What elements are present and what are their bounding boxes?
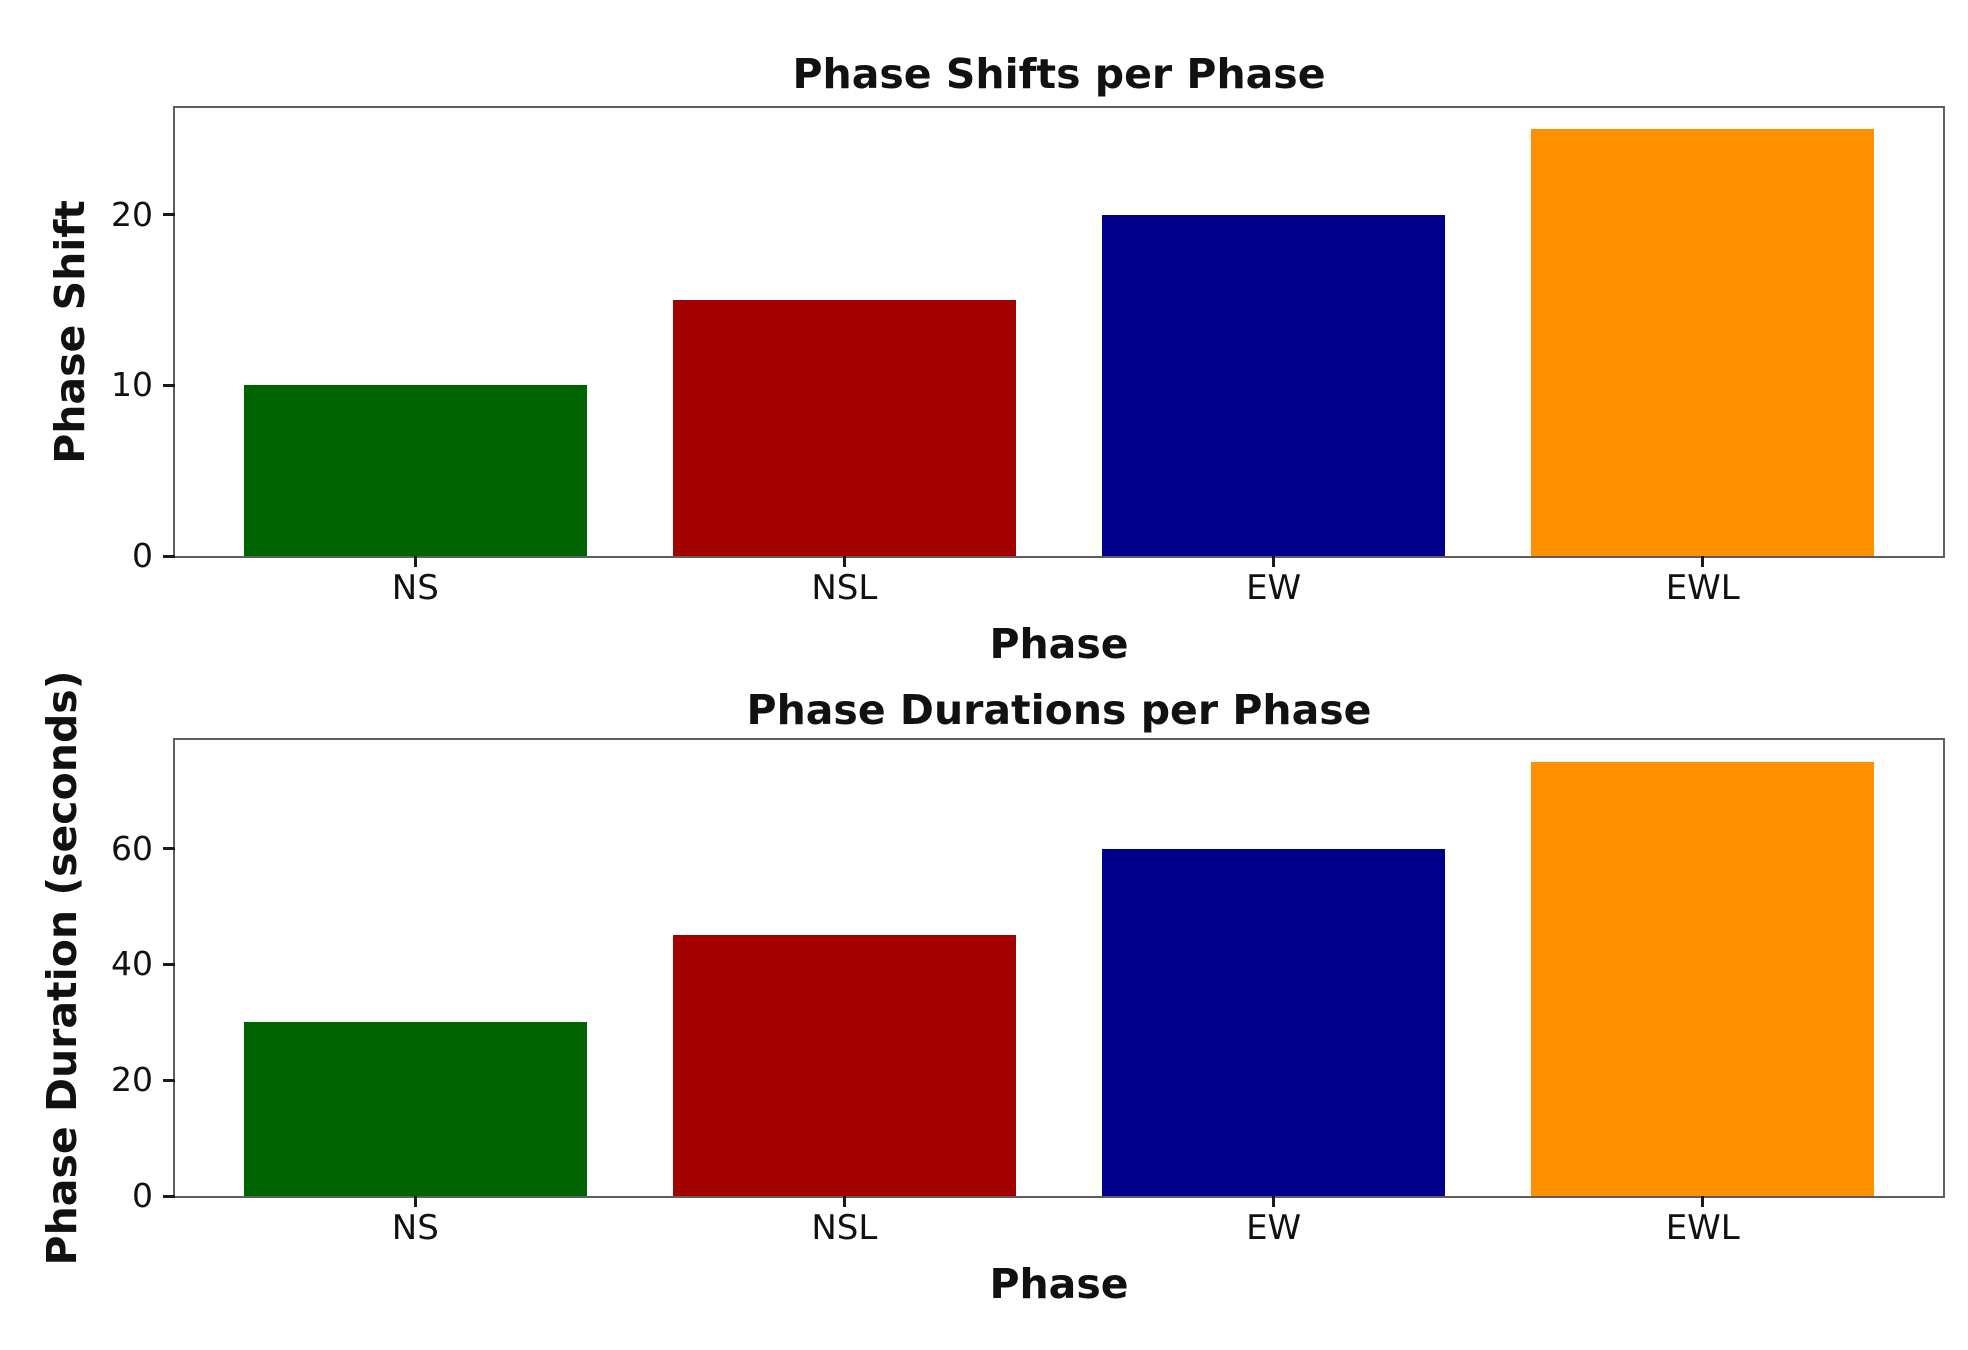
x-tick-mark <box>842 1196 846 1207</box>
x-tick-mark <box>842 556 846 567</box>
y-tick-mark <box>163 213 175 217</box>
bar-ewl <box>1531 129 1875 556</box>
bar-ew <box>1101 848 1446 1196</box>
y-tick-label: 20 <box>111 1060 153 1100</box>
y-tick-mark <box>163 383 175 387</box>
x-tick-label-ns: NS <box>391 1208 439 1248</box>
chart-title: Phase Durations per Phase <box>746 686 1372 734</box>
y-tick-mark <box>163 847 175 851</box>
y-tick-label: 0 <box>132 536 153 575</box>
plot-area: 0 20 40 60 NS NSL EW EWL <box>111 738 1945 1248</box>
x-tick-mark <box>1272 556 1276 567</box>
plot-area: 0 10 20 NS NSL EW EWL <box>111 106 1945 608</box>
y-tick-mark <box>163 962 175 966</box>
x-tick-label-nsl: NSL <box>811 1208 878 1248</box>
x-tick-mark <box>413 1196 417 1207</box>
chart-title: Phase Shifts per Phase <box>792 50 1326 98</box>
y-axis-label: Phase Duration (seconds) <box>38 670 86 1266</box>
x-tick-label-ns: NS <box>391 568 439 608</box>
bar-ewl <box>1531 761 1875 1196</box>
bar-nsl <box>672 935 1017 1196</box>
y-tick-label: 0 <box>132 1176 153 1215</box>
x-tick-mark <box>1701 1196 1705 1207</box>
y-tick-mark <box>163 554 175 558</box>
x-tick-mark <box>1701 556 1705 567</box>
x-tick-label-ew: EW <box>1246 568 1302 608</box>
y-tick-label: 20 <box>111 194 153 234</box>
x-tick-label-ew: EW <box>1246 1208 1302 1248</box>
bar-nsl <box>672 300 1017 556</box>
x-tick-mark <box>413 556 417 567</box>
x-tick-label-ewl: EWL <box>1665 568 1740 608</box>
bar-ns <box>243 1022 587 1196</box>
x-tick-mark <box>1272 1196 1276 1207</box>
x-axis-label: Phase <box>989 1260 1129 1308</box>
x-tick-label-nsl: NSL <box>811 568 878 608</box>
bar-ns <box>243 385 587 556</box>
x-axis-label: Phase <box>989 620 1129 668</box>
y-axis-label: Phase Shift <box>46 200 94 464</box>
x-tick-label-ewl: EWL <box>1665 1208 1740 1248</box>
y-tick-label: 40 <box>111 944 153 984</box>
bar-ew <box>1101 214 1446 556</box>
y-tick-label: 60 <box>111 828 153 868</box>
y-tick-mark <box>163 1078 175 1082</box>
y-tick-mark <box>163 1194 175 1198</box>
y-tick-label: 10 <box>111 365 153 405</box>
